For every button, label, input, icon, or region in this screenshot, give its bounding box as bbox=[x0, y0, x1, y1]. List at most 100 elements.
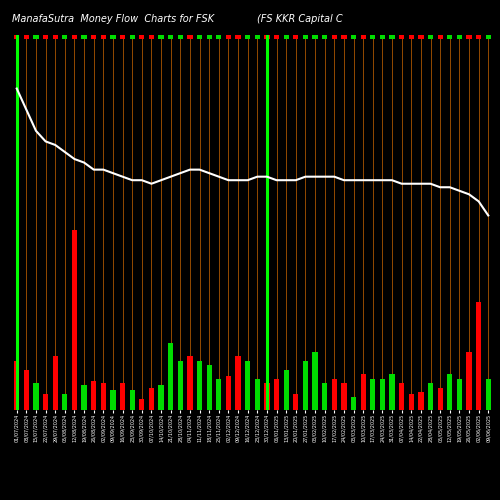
Bar bbox=[438, 34, 443, 39]
Bar bbox=[342, 383, 346, 410]
Bar bbox=[380, 378, 385, 410]
Bar bbox=[178, 34, 183, 39]
Bar bbox=[14, 360, 20, 410]
Bar bbox=[418, 392, 424, 410]
Bar bbox=[312, 352, 318, 410]
Bar bbox=[399, 383, 404, 410]
Bar bbox=[91, 381, 96, 410]
Bar bbox=[158, 34, 164, 39]
Bar bbox=[380, 34, 385, 39]
Bar bbox=[351, 396, 356, 410]
Bar bbox=[322, 34, 328, 39]
Bar bbox=[226, 34, 231, 39]
Bar bbox=[293, 394, 298, 410]
Bar bbox=[139, 34, 144, 39]
Bar bbox=[254, 34, 260, 39]
Bar bbox=[476, 302, 482, 410]
Bar bbox=[120, 383, 125, 410]
Bar bbox=[100, 34, 106, 39]
Bar bbox=[360, 374, 366, 410]
Bar bbox=[486, 34, 491, 39]
Bar bbox=[438, 388, 443, 410]
Bar bbox=[206, 34, 212, 39]
Bar bbox=[254, 378, 260, 410]
Bar bbox=[332, 378, 337, 410]
Bar bbox=[206, 365, 212, 410]
Bar bbox=[408, 34, 414, 39]
Bar bbox=[303, 360, 308, 410]
Bar bbox=[456, 34, 462, 39]
Bar bbox=[72, 34, 77, 39]
Bar bbox=[130, 390, 135, 410]
Bar bbox=[52, 356, 58, 410]
Bar bbox=[370, 34, 376, 39]
Bar bbox=[120, 34, 125, 39]
Bar bbox=[428, 34, 433, 39]
Bar bbox=[158, 385, 164, 410]
Bar bbox=[245, 34, 250, 39]
Bar bbox=[428, 383, 433, 410]
Bar bbox=[447, 34, 452, 39]
Bar bbox=[216, 378, 222, 410]
Bar bbox=[390, 374, 394, 410]
Bar bbox=[130, 34, 135, 39]
Bar bbox=[274, 378, 279, 410]
Bar bbox=[34, 34, 38, 39]
Bar bbox=[312, 34, 318, 39]
Bar bbox=[360, 34, 366, 39]
Bar bbox=[34, 383, 38, 410]
Bar bbox=[24, 34, 29, 39]
Bar bbox=[82, 34, 86, 39]
Bar bbox=[236, 34, 240, 39]
Bar bbox=[466, 34, 471, 39]
Bar bbox=[149, 388, 154, 410]
Bar bbox=[149, 34, 154, 39]
Bar bbox=[370, 378, 376, 410]
Bar bbox=[168, 34, 173, 39]
Bar bbox=[274, 34, 279, 39]
Text: ManafaSutra  Money Flow  Charts for FSK: ManafaSutra Money Flow Charts for FSK bbox=[12, 14, 214, 24]
Bar bbox=[390, 34, 394, 39]
Bar bbox=[293, 34, 298, 39]
Bar bbox=[236, 356, 240, 410]
Bar bbox=[466, 352, 471, 410]
Bar bbox=[216, 34, 222, 39]
Bar bbox=[139, 399, 144, 410]
Bar bbox=[342, 34, 346, 39]
Bar bbox=[82, 385, 86, 410]
Bar bbox=[456, 378, 462, 410]
Bar bbox=[110, 34, 116, 39]
Bar bbox=[62, 394, 68, 410]
Bar bbox=[110, 390, 116, 410]
Bar bbox=[52, 34, 58, 39]
Bar bbox=[284, 370, 289, 410]
Bar bbox=[188, 34, 192, 39]
Bar bbox=[264, 383, 270, 410]
Text: (FS KKR Capital C: (FS KKR Capital C bbox=[258, 14, 343, 24]
Bar bbox=[24, 370, 29, 410]
Bar bbox=[447, 374, 452, 410]
Bar bbox=[197, 360, 202, 410]
Bar bbox=[100, 383, 106, 410]
Bar bbox=[14, 34, 20, 39]
Bar bbox=[486, 378, 491, 410]
Bar bbox=[72, 230, 77, 410]
Bar bbox=[264, 34, 270, 39]
Bar bbox=[188, 356, 192, 410]
Bar bbox=[476, 34, 482, 39]
Bar bbox=[178, 360, 183, 410]
Bar bbox=[408, 394, 414, 410]
Bar bbox=[62, 34, 68, 39]
Bar bbox=[43, 394, 49, 410]
Bar bbox=[168, 342, 173, 410]
Bar bbox=[226, 376, 231, 410]
Bar bbox=[245, 360, 250, 410]
Bar bbox=[418, 34, 424, 39]
Bar bbox=[91, 34, 96, 39]
Bar bbox=[351, 34, 356, 39]
Bar bbox=[322, 383, 328, 410]
Bar bbox=[399, 34, 404, 39]
Bar bbox=[303, 34, 308, 39]
Bar bbox=[197, 34, 202, 39]
Bar bbox=[332, 34, 337, 39]
